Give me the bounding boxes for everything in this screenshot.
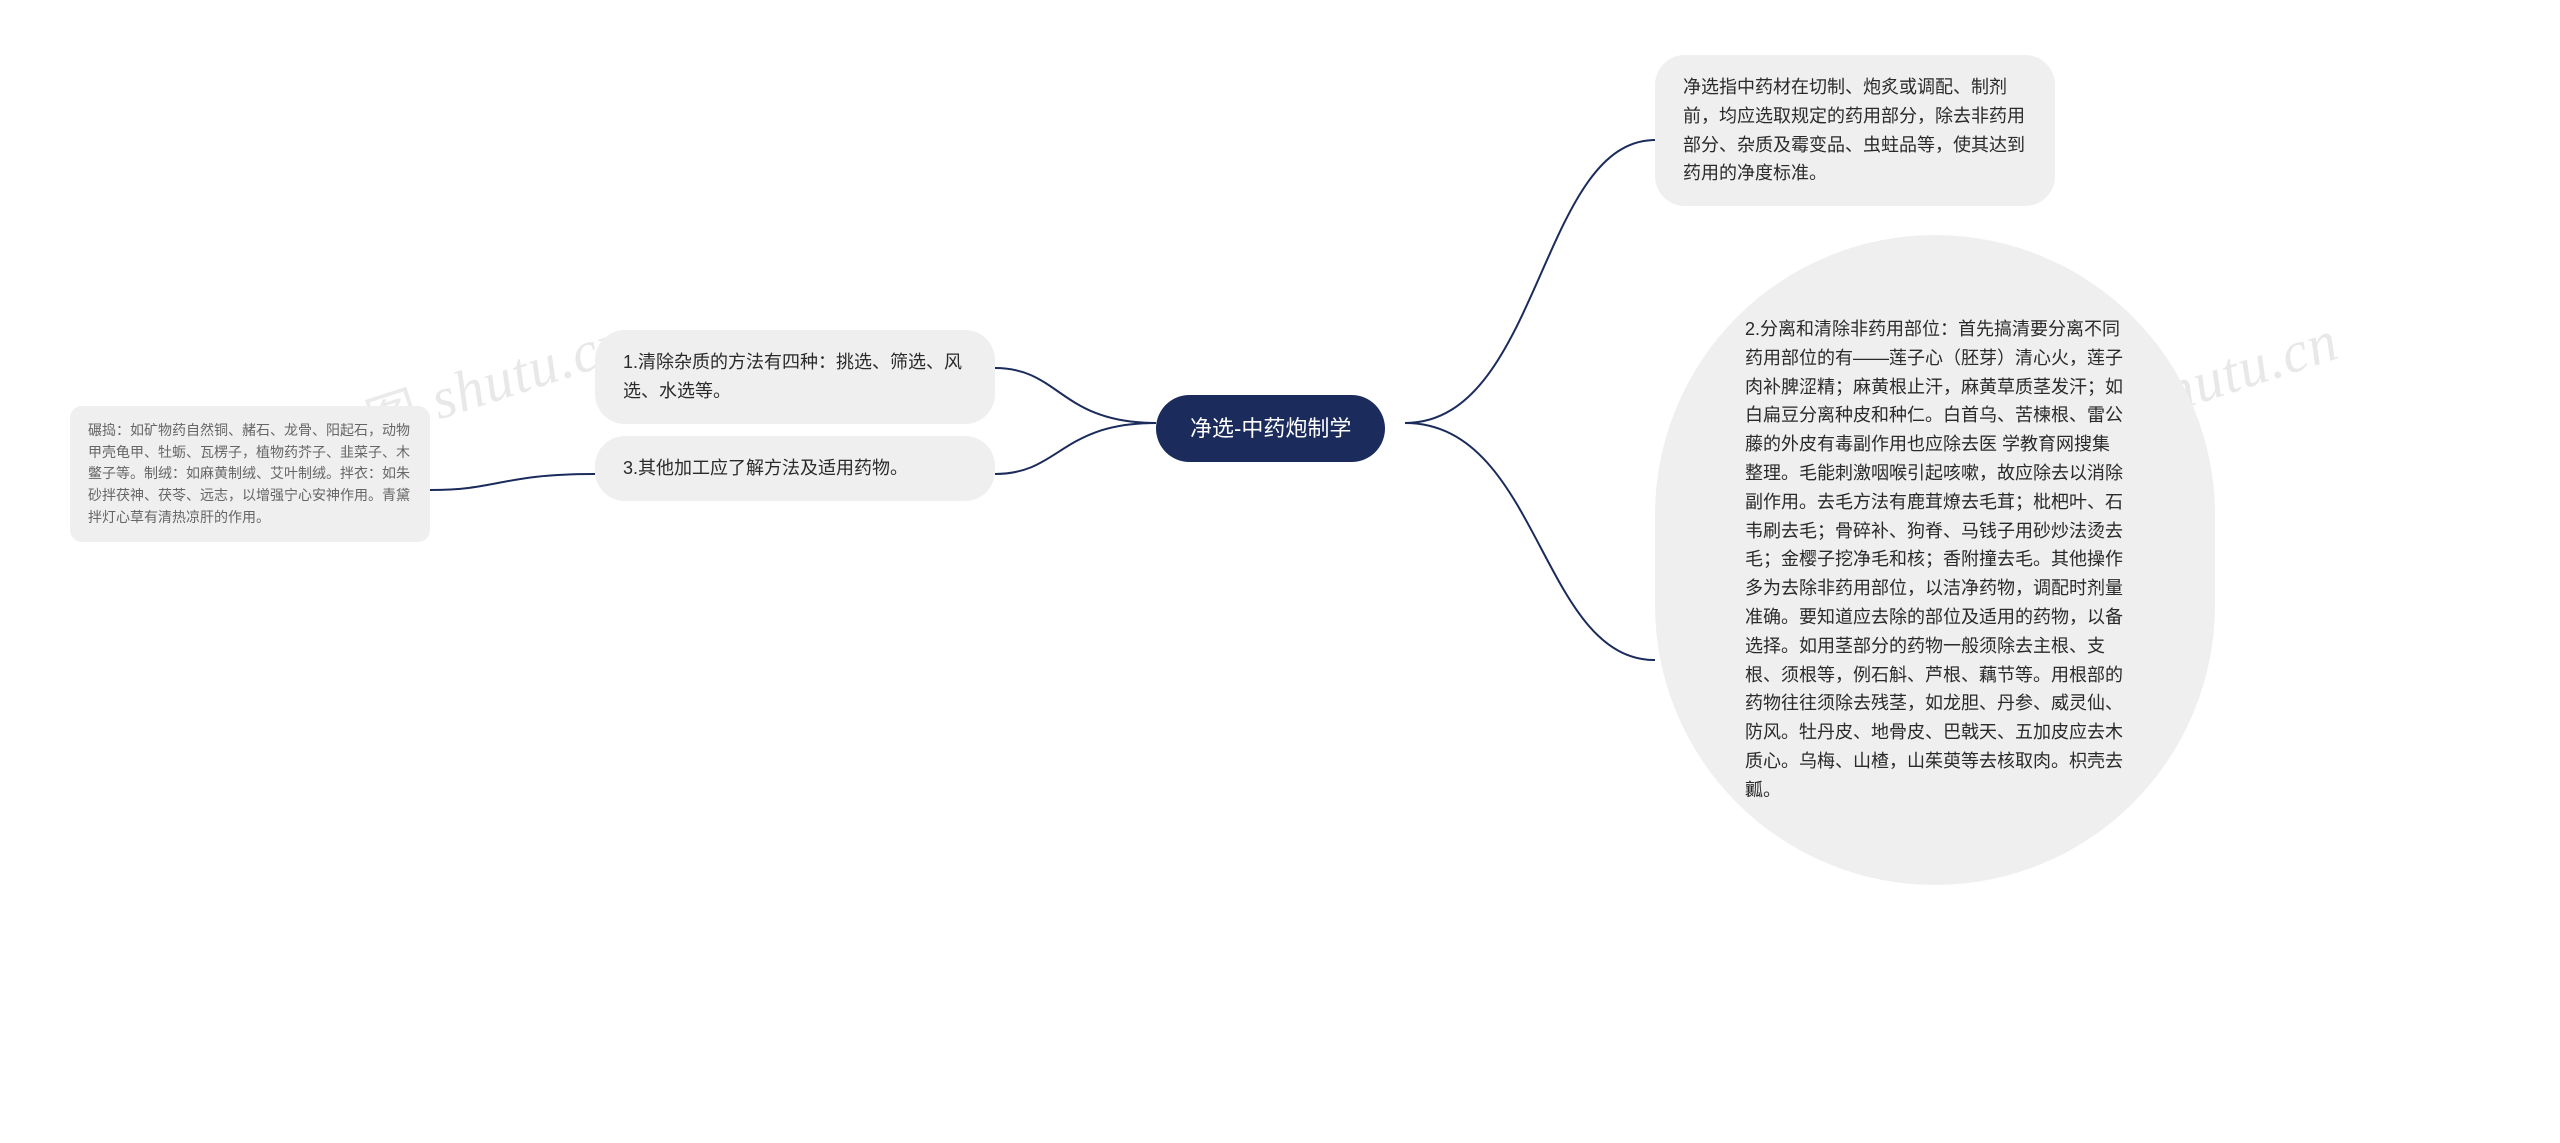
center-node[interactable]: 净选-中药炮制学	[1156, 395, 1385, 462]
node-separation-detail[interactable]: 2.分离和清除非药用部位：首先搞清要分离不同药用部位的有——莲子心（胚芽）清心火…	[1655, 235, 2215, 885]
node-other-processing-text: 3.其他加工应了解方法及适用药物。	[623, 458, 908, 478]
edge-center-to-left-bottom	[995, 423, 1156, 474]
node-methods[interactable]: 1.清除杂质的方法有四种：挑选、筛选、风选、水选等。	[595, 330, 995, 424]
node-other-processing[interactable]: 3.其他加工应了解方法及适用药物。	[595, 436, 995, 501]
node-other-processing-detail[interactable]: 碾捣：如矿物药自然铜、赭石、龙骨、阳起石，动物甲壳龟甲、牡蛎、瓦楞子，植物药芥子…	[70, 406, 430, 542]
edge-center-to-right-big	[1405, 423, 1655, 660]
node-definition-text: 净选指中药材在切制、炮炙或调配、制剂前，均应选取规定的药用部分，除去非药用部分、…	[1683, 77, 2025, 183]
node-other-processing-detail-text: 碾捣：如矿物药自然铜、赭石、龙骨、阳起石，动物甲壳龟甲、牡蛎、瓦楞子，植物药芥子…	[88, 422, 410, 525]
edge-left-bottom-to-small	[430, 474, 595, 490]
node-definition[interactable]: 净选指中药材在切制、炮炙或调配、制剂前，均应选取规定的药用部分，除去非药用部分、…	[1655, 55, 2055, 206]
edge-center-to-left-top	[995, 368, 1156, 423]
center-node-label: 净选-中药炮制学	[1190, 416, 1351, 441]
node-methods-text: 1.清除杂质的方法有四种：挑选、筛选、风选、水选等。	[623, 352, 962, 401]
node-separation-detail-text: 2.分离和清除非药用部位：首先搞清要分离不同药用部位的有——莲子心（胚芽）清心火…	[1745, 319, 2123, 800]
edge-center-to-right-top	[1405, 140, 1655, 423]
